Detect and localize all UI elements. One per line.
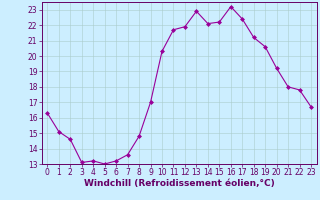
X-axis label: Windchill (Refroidissement éolien,°C): Windchill (Refroidissement éolien,°C) (84, 179, 275, 188)
